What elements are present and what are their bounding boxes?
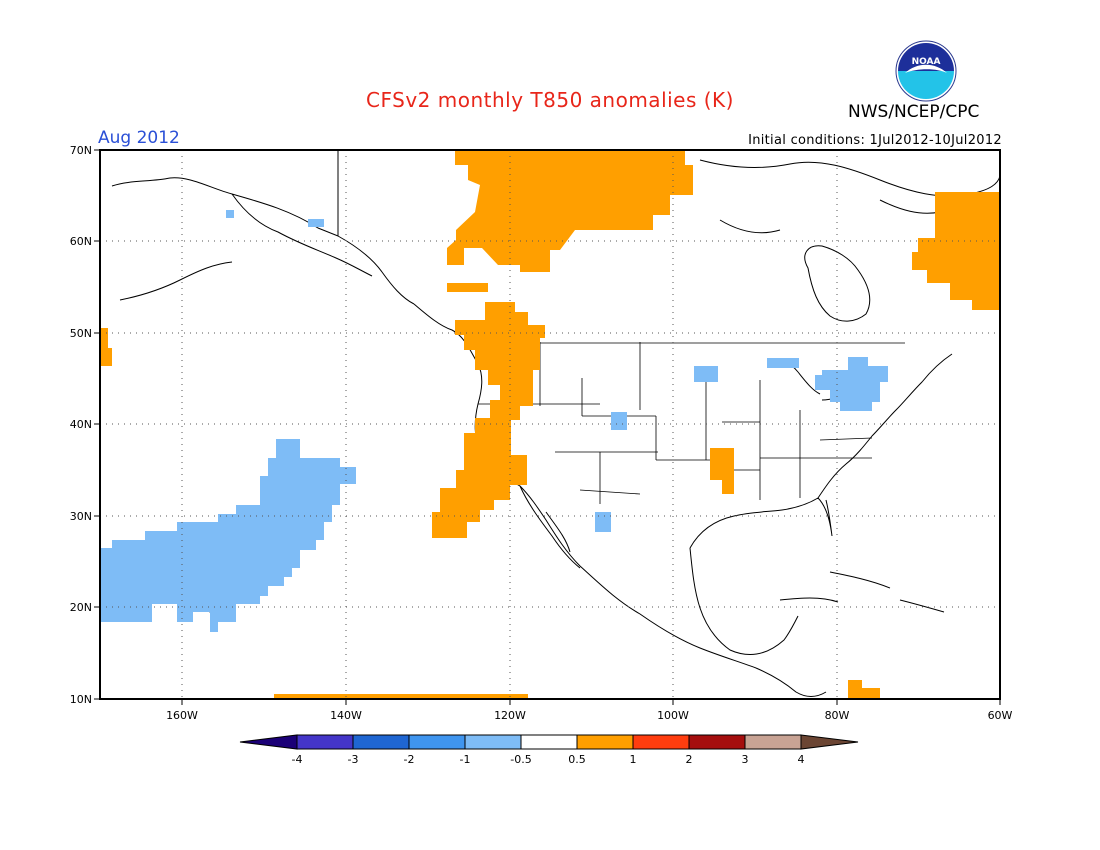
border-layer <box>478 342 905 504</box>
lat-label: 20N <box>70 601 92 614</box>
lat-label: 60N <box>70 235 92 248</box>
agency-label: NWS/NCEP/CPC <box>848 102 980 122</box>
map-title: CFSv2 monthly T850 anomalies (K) <box>366 88 734 112</box>
latitude-labels: 70N 60N 50N 40N 30N 20N 10N <box>70 144 92 706</box>
colorbar <box>239 734 859 750</box>
lon-label: 160W <box>166 709 198 722</box>
colorbar-swatch <box>352 734 410 750</box>
lon-label: 140W <box>330 709 362 722</box>
lon-label: 120W <box>494 709 526 722</box>
warm-patch-oklahoma <box>710 448 734 494</box>
warm-patch-arctic <box>447 150 693 272</box>
arctic-islands-outline <box>699 159 1001 234</box>
caribbean-outline <box>829 571 945 613</box>
colorbar-swatch <box>632 734 690 750</box>
colorbar-tick: 1 <box>630 753 637 766</box>
baja-outline <box>519 485 581 569</box>
lat-label: 40N <box>70 418 92 431</box>
lat-label: 70N <box>70 144 92 157</box>
cool-patch-small-2 <box>308 219 324 227</box>
warm-patch-bc <box>447 283 488 292</box>
colorbar-swatch <box>744 734 802 750</box>
lon-label: 80W <box>825 709 850 722</box>
noaa-logo: NOAA <box>895 40 957 102</box>
warm-patch-canada-east <box>912 192 1000 310</box>
initial-conditions: Initial conditions: 1Jul2012-10Jul2012 <box>748 133 1002 148</box>
colorbar-tick: 3 <box>742 753 749 766</box>
colorbar-lower-arrow <box>239 734 298 750</box>
colorbar-tick: -1 <box>460 753 471 766</box>
warm-patch-pacific-edge <box>100 328 112 366</box>
east-coast-outline <box>817 353 953 499</box>
warm-patch-pacnw <box>432 302 545 538</box>
colorbar-tick: -4 <box>292 753 303 766</box>
lat-label: 50N <box>70 327 92 340</box>
colorbar-tick: 0.5 <box>568 753 586 766</box>
cool-patch-great-lakes-west <box>767 358 799 368</box>
colorbar-labels: -4 -3 -2 -1 -0.5 0.5 1 2 3 4 <box>292 753 805 766</box>
cool-patch-mexico <box>595 512 611 532</box>
colorbar-swatch <box>688 734 746 750</box>
colorbar-swatch <box>576 734 634 750</box>
logo-text: NOAA <box>912 57 941 67</box>
colorbar-tick: -0.5 <box>510 753 531 766</box>
alaska-outline <box>111 150 415 305</box>
lat-label: 10N <box>70 693 92 706</box>
cool-patch-pacific <box>100 439 356 632</box>
cool-patch-dakotas <box>694 366 718 382</box>
lon-label: 100W <box>657 709 689 722</box>
hudson-bay-outline <box>804 245 871 322</box>
lon-label: 60W <box>988 709 1013 722</box>
colorbar-tick: -2 <box>404 753 415 766</box>
tick-marks <box>94 149 1001 705</box>
colorbar-swatch <box>520 734 578 750</box>
forecast-period: Aug 2012 <box>98 128 180 148</box>
colorbar-swatch <box>296 734 354 750</box>
colorbar-tick: 4 <box>798 753 805 766</box>
longitude-labels: 160W 140W 120W 100W 80W 60W <box>166 709 1012 722</box>
cool-anomaly-layer <box>100 210 888 632</box>
gulf-coast-outline <box>689 497 833 656</box>
central-america-outline <box>755 597 839 697</box>
graticule <box>100 150 1000 699</box>
coastline-layer <box>111 150 1001 697</box>
cool-patch-colorado <box>611 412 627 430</box>
colorbar-upper-arrow <box>800 734 859 750</box>
colorbar-swatch <box>464 734 522 750</box>
colorbar-swatch <box>408 734 466 750</box>
warm-patch-colombia <box>848 680 880 700</box>
colorbar-tick: 2 <box>686 753 693 766</box>
lat-label: 30N <box>70 510 92 523</box>
cool-patch-small-1 <box>226 210 234 218</box>
colorbar-tick: -3 <box>348 753 359 766</box>
cool-patch-great-lakes-east <box>815 357 888 411</box>
